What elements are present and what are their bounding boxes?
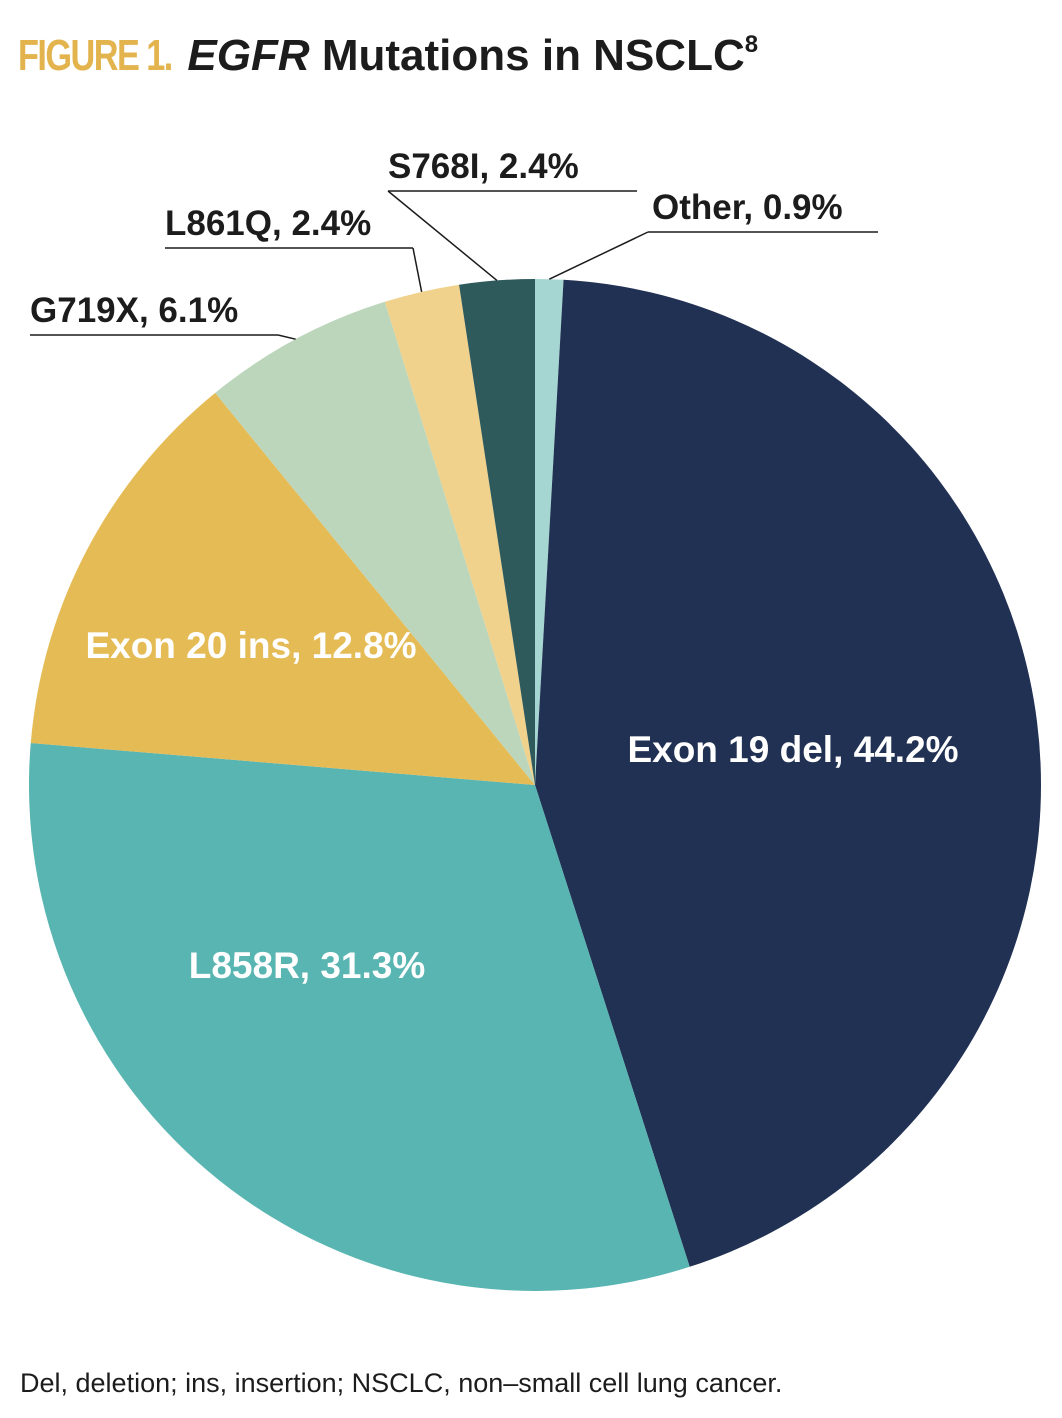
- figure-label: FIGURE 1.: [18, 31, 173, 80]
- slice-label-exon-20-ins: Exon 20 ins, 12.8%: [85, 625, 416, 666]
- title-reference: 8: [744, 31, 759, 58]
- pie-slice-exon-20-ins: [30, 392, 535, 785]
- slice-label-exon-19-del: Exon 19 del, 44.2%: [627, 729, 958, 770]
- callout-label-other: Other, 0.9%: [652, 188, 843, 227]
- callout-label-l861q: L861Q, 2.4%: [165, 204, 371, 243]
- pie-chart: Other, 0.9% Exon 19 del, 44.2% L858R, 31.3…: [28, 147, 1041, 1291]
- callout-label-s768i: S768I, 2.4%: [388, 147, 579, 186]
- figure-title: FIGURE 1. EGFR Mutations in NSCLC8: [18, 18, 758, 83]
- pie-slice-s768i: [459, 279, 535, 785]
- callout-leader-s768i: [387, 190, 498, 282]
- slice-label-l858r: L858R, 31.3%: [189, 945, 426, 986]
- pie-slice-exon-19-del: [535, 279, 1041, 1267]
- footnote: Del, deletion; ins, insertion; NSCLC, no…: [20, 1368, 783, 1398]
- pie-slice-g719x: [215, 301, 536, 785]
- gene-name: EGFR: [187, 31, 310, 80]
- pie-slice-l861q: [384, 284, 535, 785]
- pie-slice-l858r: [28, 742, 690, 1291]
- title-text: Mutations in NSCLC: [321, 31, 745, 80]
- callout-leader-l861q: [412, 247, 423, 293]
- pie-slice-other: [535, 279, 564, 785]
- callout-label-g719x: G719X, 6.1%: [30, 291, 238, 330]
- callout-leader-other: [548, 231, 649, 280]
- callout-leader-g719x: [277, 334, 296, 340]
